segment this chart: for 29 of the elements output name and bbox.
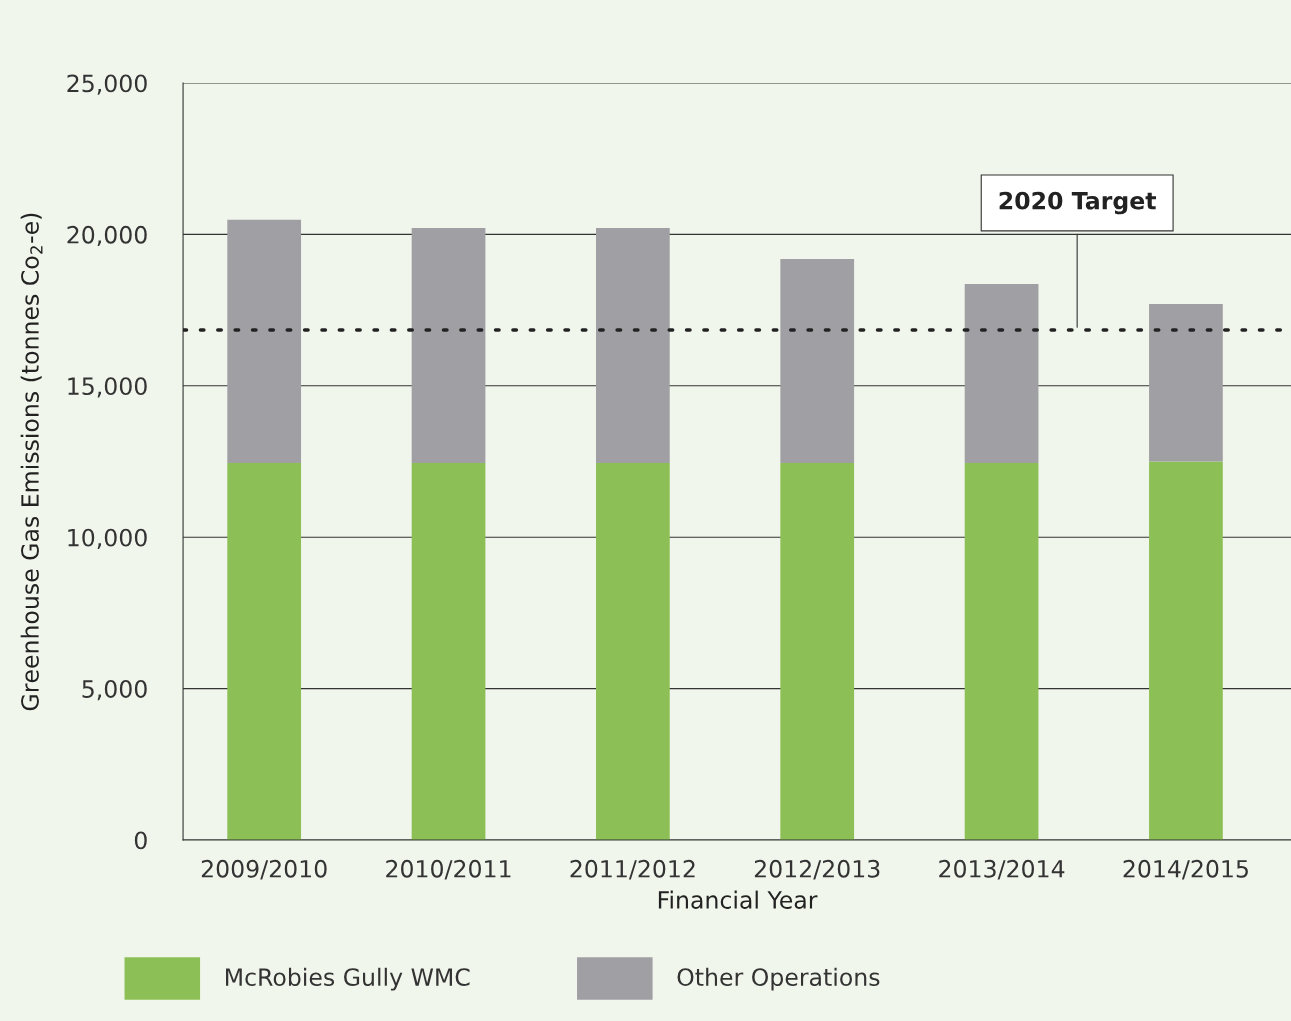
y-tick-label: 10,000 xyxy=(68,528,147,549)
bar xyxy=(411,228,486,464)
bar xyxy=(596,228,670,464)
legend-label: Other Operations xyxy=(677,967,880,991)
legend-label: McRobies Gully WMC xyxy=(226,967,470,991)
bar xyxy=(596,463,670,840)
x-tick-label: 2014/2015 xyxy=(1123,859,1248,880)
ref-line-label: 2020 Target xyxy=(999,191,1157,215)
x-tick-label: 2013/2014 xyxy=(939,859,1065,880)
y-axis-title: Greenhouse Gas Emissions (tonnes Co$_{2}$-e) xyxy=(20,213,43,711)
y-tick-label: 0 xyxy=(134,831,147,850)
x-axis-title: Financial Year xyxy=(658,890,818,909)
x-tick-label: 2012/2013 xyxy=(754,859,880,880)
bar xyxy=(411,463,486,840)
x-tick-label: 2009/2010 xyxy=(201,859,327,880)
x-tick-label: 2010/2011 xyxy=(386,859,511,880)
y-tick-label: 20,000 xyxy=(67,225,147,247)
bar xyxy=(227,219,302,464)
bar xyxy=(227,463,302,840)
y-tick-label: 25,000 xyxy=(67,74,147,95)
bar xyxy=(780,258,855,464)
y-tick-label: 5,000 xyxy=(82,680,147,701)
bar xyxy=(964,463,1039,840)
bar xyxy=(1149,461,1223,840)
x-tick-label: 2011/2012 xyxy=(570,859,695,880)
bar xyxy=(1149,304,1223,462)
y-tick-label: 15,000 xyxy=(68,377,147,398)
bar xyxy=(780,463,855,840)
bar xyxy=(964,284,1039,464)
